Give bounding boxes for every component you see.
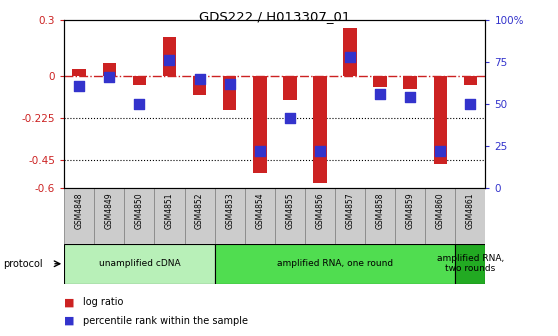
- Text: ■: ■: [64, 297, 75, 307]
- Bar: [73, 69, 86, 76]
- Bar: [283, 76, 297, 100]
- Text: GSM4849: GSM4849: [105, 193, 114, 229]
- Point: [165, 58, 174, 63]
- Text: GSM4858: GSM4858: [376, 193, 384, 229]
- Bar: [253, 76, 267, 173]
- Point: [436, 149, 445, 154]
- Text: percentile rank within the sample: percentile rank within the sample: [83, 316, 248, 326]
- Bar: [365, 188, 395, 244]
- Point: [195, 76, 204, 82]
- Text: GSM4848: GSM4848: [75, 193, 84, 229]
- Bar: [223, 76, 237, 110]
- Point: [345, 54, 354, 60]
- Point: [285, 115, 294, 120]
- Bar: [155, 188, 185, 244]
- Point: [105, 75, 114, 80]
- Bar: [124, 188, 155, 244]
- Text: unamplified cDNA: unamplified cDNA: [99, 259, 180, 268]
- Bar: [163, 37, 176, 76]
- Text: amplified RNA,
two rounds: amplified RNA, two rounds: [437, 254, 504, 274]
- Bar: [133, 76, 146, 85]
- Bar: [215, 188, 245, 244]
- Text: GSM4856: GSM4856: [315, 193, 324, 229]
- Bar: [464, 76, 477, 85]
- Text: GSM4850: GSM4850: [135, 193, 144, 229]
- Bar: [64, 244, 215, 284]
- Point: [75, 83, 84, 88]
- Point: [406, 95, 415, 100]
- Point: [466, 101, 475, 107]
- Bar: [215, 244, 455, 284]
- Bar: [335, 188, 365, 244]
- Bar: [193, 76, 206, 95]
- Bar: [313, 76, 327, 182]
- Bar: [64, 188, 94, 244]
- Bar: [425, 188, 455, 244]
- Text: protocol: protocol: [3, 259, 42, 269]
- Bar: [343, 28, 357, 76]
- Bar: [103, 63, 116, 76]
- Text: amplified RNA, one round: amplified RNA, one round: [277, 259, 393, 268]
- Text: log ratio: log ratio: [83, 297, 123, 307]
- Bar: [403, 76, 417, 89]
- Point: [376, 91, 384, 97]
- Text: GSM4857: GSM4857: [345, 193, 354, 229]
- Point: [225, 81, 234, 87]
- Bar: [94, 188, 124, 244]
- Point: [315, 149, 324, 154]
- Point: [256, 149, 264, 154]
- Bar: [185, 188, 215, 244]
- Text: GSM4855: GSM4855: [285, 193, 295, 229]
- Bar: [455, 188, 485, 244]
- Bar: [455, 244, 485, 284]
- Text: GSM4853: GSM4853: [225, 193, 234, 229]
- Bar: [395, 188, 425, 244]
- Point: [135, 101, 144, 107]
- Text: ■: ■: [64, 316, 75, 326]
- Text: GSM4852: GSM4852: [195, 193, 204, 229]
- Text: GDS222 / H013307_01: GDS222 / H013307_01: [199, 10, 350, 23]
- Bar: [275, 188, 305, 244]
- Text: GSM4859: GSM4859: [406, 193, 415, 229]
- Bar: [245, 188, 275, 244]
- Text: GSM4860: GSM4860: [436, 193, 445, 229]
- Bar: [305, 188, 335, 244]
- Text: GSM4851: GSM4851: [165, 193, 174, 229]
- Text: GSM4854: GSM4854: [255, 193, 264, 229]
- Bar: [373, 76, 387, 87]
- Bar: [434, 76, 447, 164]
- Text: GSM4861: GSM4861: [466, 193, 475, 229]
